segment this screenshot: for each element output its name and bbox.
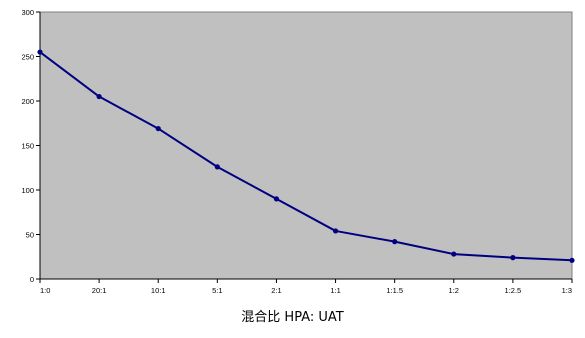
data-point bbox=[332, 228, 339, 234]
x-tick-label: 1:3 bbox=[562, 286, 572, 295]
data-point bbox=[214, 164, 220, 170]
data-point bbox=[155, 125, 161, 132]
x-axis-ticks: 1:0 20:1 10:1 5:1 2:1 1:1 1:1.5 1:2 1:2.5 1:3 bbox=[39, 279, 573, 295]
plot-area bbox=[39, 11, 573, 280]
data-point bbox=[569, 257, 575, 263]
data-point bbox=[510, 255, 516, 261]
series-line bbox=[37, 49, 575, 263]
data-point bbox=[392, 239, 398, 245]
y-tick-label: 0 bbox=[30, 275, 34, 284]
y-tick-label: 250 bbox=[21, 53, 34, 62]
y-tick-label: 150 bbox=[21, 142, 34, 151]
plot-background bbox=[39, 11, 573, 280]
x-tick-label: 1:0 bbox=[40, 286, 50, 295]
y-axis-ticks: 0 50 100 150 200 250 300 bbox=[21, 8, 40, 284]
x-tick-label: 2:1 bbox=[271, 286, 281, 295]
data-point bbox=[37, 49, 43, 55]
data-point bbox=[451, 251, 457, 257]
x-tick-label: 1:2.5 bbox=[505, 286, 522, 295]
x-tick-label: 5:1 bbox=[212, 286, 222, 295]
series-line-path bbox=[39, 51, 573, 262]
x-tick-label: 1:2 bbox=[449, 286, 459, 295]
x-tick-label: 1:1.5 bbox=[386, 286, 403, 295]
data-point bbox=[273, 196, 280, 202]
y-tick-label: 300 bbox=[21, 8, 34, 17]
x-axis-title: 混合比 HPA: UAT bbox=[241, 310, 344, 325]
x-tick-label: 1:1 bbox=[330, 286, 340, 295]
y-tick-label: 100 bbox=[21, 186, 34, 195]
data-point bbox=[96, 93, 102, 100]
x-tick-label: 10:1 bbox=[151, 286, 166, 295]
x-tick-label: 20:1 bbox=[92, 286, 107, 295]
y-tick-label: 200 bbox=[21, 97, 34, 106]
y-tick-label: 50 bbox=[26, 231, 34, 240]
